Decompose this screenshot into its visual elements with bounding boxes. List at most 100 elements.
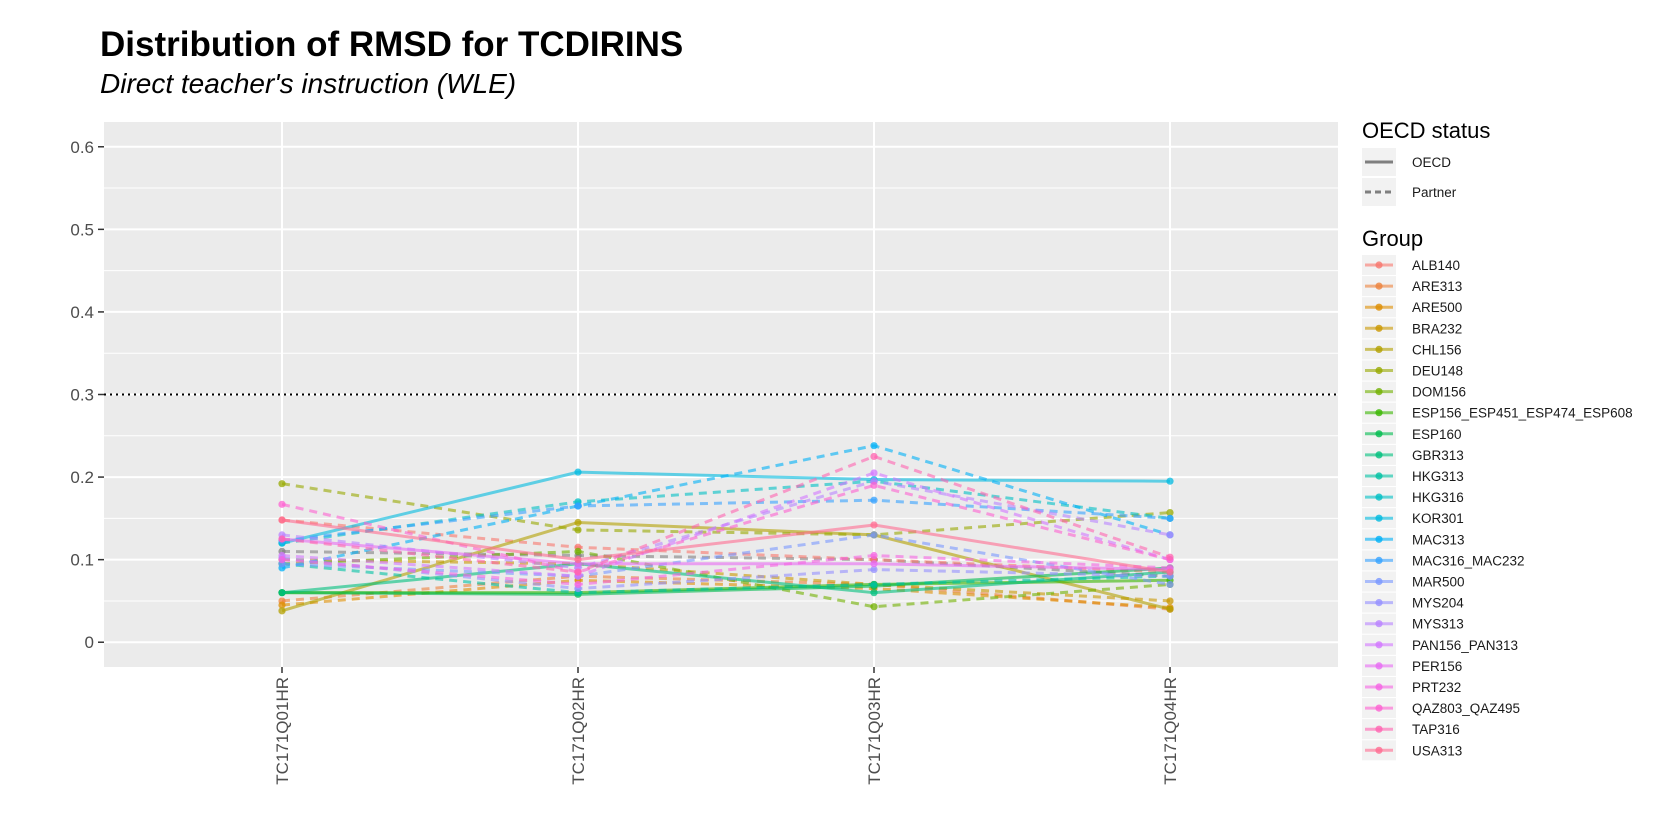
x-tick-label: TC171Q02HR	[569, 677, 588, 785]
legend-point	[1375, 472, 1383, 480]
data-point	[278, 500, 286, 508]
legend-point	[1375, 641, 1383, 649]
y-tick-label: 0.4	[70, 303, 94, 322]
series-line	[281, 562, 1171, 595]
data-point	[278, 535, 286, 543]
legend-point	[1375, 388, 1383, 396]
y-tick-label: 0.3	[70, 386, 94, 405]
legend-group-item: USA313	[1362, 740, 1462, 761]
data-point	[574, 502, 582, 510]
legend-point	[1375, 577, 1383, 586]
legend-point	[1375, 430, 1383, 438]
legend-group-item: PAN156_PAN313	[1362, 634, 1518, 655]
legend-linetype-title: OECD status	[1362, 118, 1490, 143]
legend-label: ESP160	[1412, 427, 1462, 442]
legend-group-item: DEU148	[1362, 360, 1463, 381]
legend-label: MYS204	[1412, 596, 1464, 611]
series-line	[281, 482, 1171, 537]
data-point	[1166, 477, 1174, 485]
series-line	[281, 533, 1171, 586]
data-point	[1166, 580, 1174, 589]
legend-group-item: ESP156_ESP451_ESP474_ESP608	[1362, 402, 1633, 423]
data-point	[574, 547, 582, 555]
data-point	[870, 560, 878, 568]
x-tick-label: TC171Q03HR	[865, 677, 884, 785]
legend-group-item: ESP160	[1362, 423, 1462, 444]
legend-point	[1375, 451, 1383, 459]
legend-label: BRA232	[1412, 321, 1462, 336]
legend-label: OECD	[1412, 155, 1451, 170]
legend-point	[1375, 261, 1383, 269]
legend-group-item: TAP316	[1362, 719, 1460, 740]
data-point	[574, 468, 582, 476]
legend-label: Partner	[1412, 185, 1457, 200]
series-line	[281, 471, 1171, 578]
legend-point	[1375, 556, 1383, 565]
legend-group-item: PER156	[1362, 655, 1462, 676]
data-point	[1166, 605, 1174, 613]
legend-point	[1375, 599, 1383, 607]
data-point	[278, 556, 286, 564]
legend-linetype-item: OECD	[1362, 148, 1451, 176]
data-point	[574, 518, 582, 527]
legend-group-item: ARE500	[1362, 297, 1462, 318]
legend-label: MAC313	[1412, 532, 1465, 547]
legend-label: DEU148	[1412, 364, 1463, 379]
y-tick-label: 0.2	[70, 468, 94, 487]
data-point	[870, 481, 878, 489]
data-point	[1166, 531, 1174, 539]
legend-group-item: HKG313	[1362, 466, 1464, 486]
data-point	[1166, 597, 1174, 605]
y-tick-label: 0.1	[70, 551, 94, 570]
legend-point	[1375, 725, 1383, 733]
y-tick-label: 0	[85, 633, 94, 652]
legend-group-item: ARE313	[1362, 276, 1462, 297]
legend-label: PER156	[1412, 659, 1462, 674]
data-point	[870, 469, 878, 477]
data-point	[278, 480, 286, 488]
data-point	[1166, 553, 1174, 561]
legend-label: PAN156_PAN313	[1412, 638, 1518, 653]
legend-group-item: CHL156	[1362, 339, 1462, 360]
legend-group-item: GBR313	[1362, 444, 1464, 465]
legend-label: CHL156	[1412, 342, 1462, 357]
legend-point	[1375, 282, 1383, 290]
legend-group-item: MAR500	[1362, 571, 1465, 592]
legend-point	[1375, 746, 1383, 754]
legend-group-item: MAC313	[1362, 529, 1465, 550]
data-point	[1166, 568, 1174, 576]
legend-point	[1375, 514, 1383, 522]
data-point	[278, 589, 286, 597]
series-line	[281, 454, 1171, 574]
data-point	[278, 601, 286, 609]
legend-group-item: QAZ803_QAZ495	[1362, 698, 1520, 719]
series-line	[281, 549, 1171, 609]
legend-group-item: HKG316	[1362, 487, 1464, 508]
data-point	[278, 607, 286, 615]
legend-point	[1375, 620, 1383, 628]
axis-layer: 0 0.1 0.2 0.3 0.4 0.5 0.6 TC171Q01HR TC171Q02HR T…	[70, 138, 1180, 785]
legend-label: QAZ803_QAZ495	[1412, 701, 1520, 716]
legend-label: TAP316	[1412, 722, 1460, 737]
legend-group: ALB140 ARE313 ARE500 BRA232 CHL156 DEU148 DOM1…	[1362, 255, 1633, 761]
legend-point	[1375, 683, 1383, 691]
data-point	[870, 589, 878, 597]
series-line	[281, 479, 1171, 545]
legend-linetype: OECD Partner	[1362, 148, 1457, 206]
series-TAP316	[278, 452, 1174, 576]
data-point	[870, 531, 878, 539]
legend-group-item: MYS204	[1362, 592, 1464, 613]
legend-label: DOM156	[1412, 385, 1466, 400]
legend-label: PRT232	[1412, 680, 1461, 695]
data-point	[870, 521, 878, 529]
legend-label: HKG316	[1412, 490, 1464, 505]
data-point	[1166, 514, 1174, 522]
legend-label: HKG313	[1412, 469, 1464, 484]
series-USA313	[278, 516, 1174, 576]
legend-point	[1375, 493, 1383, 501]
legend-group-item: KOR301	[1362, 508, 1464, 529]
legend-group-item: MYS313	[1362, 613, 1464, 634]
legend-linetype-item: Partner	[1362, 178, 1457, 206]
series-line	[281, 566, 1171, 596]
